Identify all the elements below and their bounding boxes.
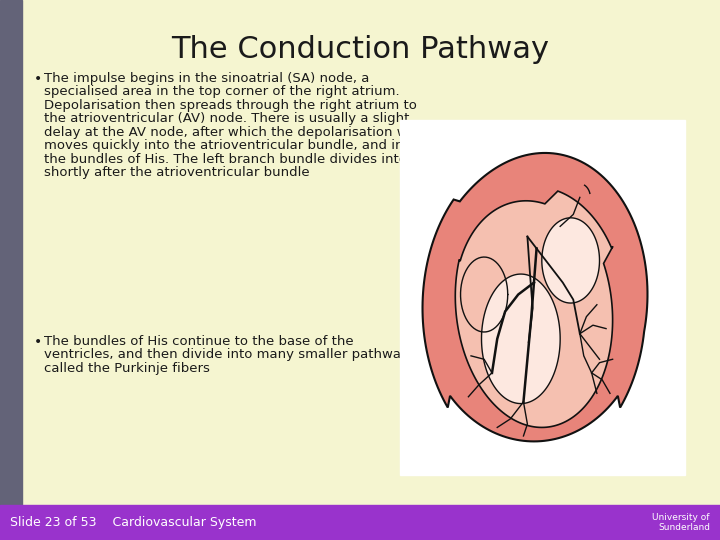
Text: specialised area in the top corner of the right atrium.: specialised area in the top corner of th… [44,85,400,98]
Text: •: • [34,72,42,86]
Text: University of
Sunderland: University of Sunderland [652,513,710,532]
Polygon shape [455,191,613,428]
Bar [0,505,720,540]
Text: the bundles of His. The left branch bundle divides into 2: the bundles of His. The left branch bund… [44,153,420,166]
Text: Depolarisation then spreads through the right atrium to: Depolarisation then spreads through the … [44,99,417,112]
Text: called the Purkinje fibers: called the Purkinje fibers [44,362,210,375]
Text: Slide 23 of 53    Cardiovascular System: Slide 23 of 53 Cardiovascular System [10,516,256,529]
Polygon shape [542,218,600,303]
Text: The impulse begins in the sinoatrial (SA) node, a: The impulse begins in the sinoatrial (SA… [44,72,369,85]
Text: shortly after the atrioventricular bundle: shortly after the atrioventricular bundl… [44,166,310,179]
Text: delay at the AV node, after which the depolarisation wave: delay at the AV node, after which the de… [44,126,432,139]
Bar [0,0,22,505]
Text: •: • [34,335,42,349]
Text: moves quickly into the atrioventricular bundle, and into: moves quickly into the atrioventricular … [44,139,417,152]
Text: The bundles of His continue to the base of the: The bundles of His continue to the base … [44,335,354,348]
Text: the atrioventricular (AV) node. There is usually a slight: the atrioventricular (AV) node. There is… [44,112,410,125]
Text: The Conduction Pathway: The Conduction Pathway [171,35,549,64]
Text: ventricles, and then divide into many smaller pathways: ventricles, and then divide into many sm… [44,348,415,361]
Polygon shape [482,274,560,403]
Bar [400,120,685,475]
Polygon shape [423,153,647,441]
